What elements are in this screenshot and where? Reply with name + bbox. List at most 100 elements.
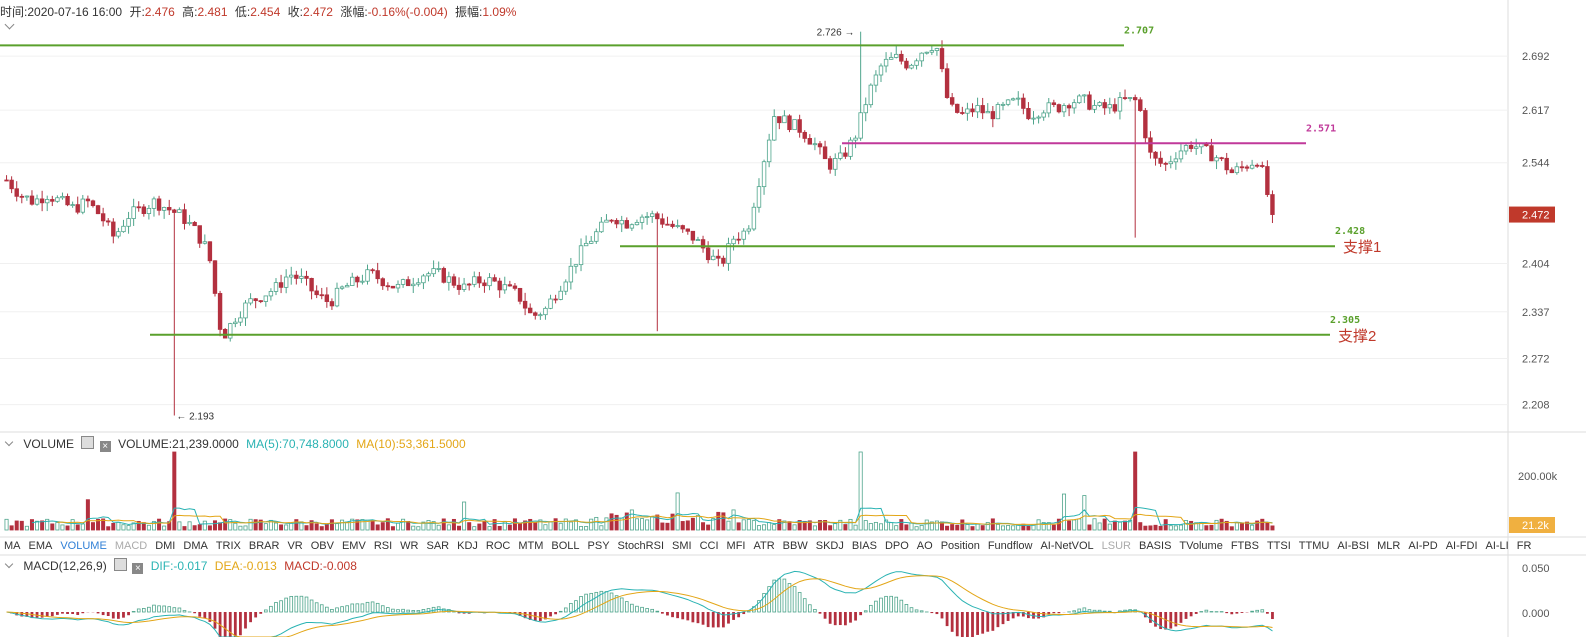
indicator-tab-volume[interactable]: VOLUME (60, 540, 107, 552)
indicator-tab-basis[interactable]: BASIS (1139, 540, 1172, 552)
indicator-tab-atr[interactable]: ATR (753, 540, 775, 552)
volume-bar (411, 525, 416, 531)
volume-bar (314, 523, 319, 531)
indicator-tab-ao[interactable]: AO (916, 540, 933, 552)
candle-body (583, 242, 589, 247)
candle-body (4, 179, 9, 182)
candle-body (60, 196, 65, 199)
candle-body (156, 198, 162, 211)
indicator-tab-tvolume[interactable]: TVolume (1179, 540, 1223, 552)
indicator-tab-roc[interactable]: ROC (485, 540, 511, 552)
indicator-tab-stochrsi[interactable]: StochRSI (617, 540, 665, 552)
indicator-tab-ai-li[interactable]: AI-LI (1485, 540, 1509, 552)
indicator-tab-bbw[interactable]: BBW (782, 540, 808, 552)
macd-bar (396, 609, 400, 613)
indicator-tab-fundflow[interactable]: Fundflow (987, 540, 1033, 552)
indicator-tab-position[interactable]: Position (940, 540, 980, 552)
volume-bar (136, 521, 141, 531)
indicator-tab-boll[interactable]: BOLL (551, 540, 580, 552)
indicator-tab-sar[interactable]: SAR (426, 540, 450, 552)
indicator-tab-mtm[interactable]: MTM (518, 540, 544, 552)
macd-bar (1204, 609, 1209, 613)
indicator-tab-dmi[interactable]: DMI (155, 540, 176, 552)
volume-bar (802, 520, 807, 531)
indicator-tab-wr[interactable]: WR (400, 540, 419, 552)
volume-bar (665, 522, 670, 531)
volume-close-icon[interactable]: × (99, 441, 111, 452)
indicator-tab-vr[interactable]: VR (287, 540, 303, 552)
candle-body (136, 206, 141, 209)
candle-body (553, 298, 558, 301)
volume-bar (670, 513, 675, 531)
candle-body (370, 269, 375, 272)
macd-bar (1154, 612, 1157, 627)
indicator-tab-skdj[interactable]: SKDJ (815, 540, 844, 552)
indicator-tab-kdj[interactable]: KDJ (457, 540, 478, 552)
volume-bar (950, 524, 955, 531)
candle-body (746, 228, 752, 232)
indicator-tab-ttsi[interactable]: TTSI (1266, 540, 1291, 552)
macd-bar (554, 612, 558, 615)
candle-body (1153, 151, 1158, 159)
indicator-tab-ftbs[interactable]: FTBS (1230, 540, 1259, 552)
volume-collapse-icon[interactable] (4, 437, 14, 447)
macd-bar (370, 601, 375, 613)
macd-collapse-icon[interactable] (4, 559, 14, 569)
indicator-tab-mfi[interactable]: MFI (726, 540, 746, 552)
volume-bar (767, 522, 772, 531)
indicator-tab-ema[interactable]: EMA (28, 540, 53, 552)
indicator-tab-smi[interactable]: SMI (672, 540, 692, 552)
candle-body (141, 206, 147, 214)
macd-bar (1021, 612, 1025, 617)
candle-body (375, 270, 380, 280)
indicator-tab-brar[interactable]: BRAR (248, 540, 280, 552)
indicator-tab-dma[interactable]: DMA (183, 540, 208, 552)
indicator-tab-dpo[interactable]: DPO (884, 540, 909, 552)
macd-bar (945, 612, 949, 627)
indicator-tab-trix[interactable]: TRIX (215, 540, 241, 552)
indicator-tab-mlr[interactable]: MLR (1377, 540, 1401, 552)
indicator-tab-bias[interactable]: BIAS (851, 540, 877, 552)
indicator-tab-ttmu[interactable]: TTMU (1298, 540, 1330, 552)
indicator-tab-ai-bsi[interactable]: AI-BSI (1337, 540, 1370, 552)
macd-bar (335, 607, 339, 613)
indicator-tab-emv[interactable]: EMV (341, 540, 366, 552)
candle-body (660, 218, 665, 225)
macd-bar (727, 612, 730, 624)
indicator-tab-psy[interactable]: PSY (587, 540, 610, 552)
volume-bar (1112, 520, 1117, 531)
indicator-tab-lsur[interactable]: LSUR (1101, 540, 1131, 552)
candle-body (70, 204, 75, 206)
macd-bar (279, 600, 283, 613)
volume-bar (817, 520, 822, 531)
indicator-tab-fr[interactable]: FR (1516, 540, 1532, 552)
volume-bar (863, 520, 868, 531)
macd-bar (106, 612, 110, 616)
indicator-tab-rsi[interactable]: RSI (373, 540, 393, 552)
volume-bar (421, 521, 426, 531)
indicator-tab-macd[interactable]: MACD (114, 540, 148, 552)
macd-bar (863, 610, 868, 613)
indicator-tab-ai-fdi[interactable]: AI-FDI (1445, 540, 1478, 552)
macd-close-icon[interactable]: × (132, 563, 144, 574)
candle-body (289, 274, 294, 278)
macd-bar (61, 612, 64, 614)
indicator-tab-ai-netvol[interactable]: AI-NetVOL (1040, 540, 1094, 552)
level-value: 2.305 (1330, 315, 1360, 326)
volume-tick-label: 200.00k (1518, 471, 1558, 483)
indicator-tab-obv[interactable]: OBV (310, 540, 334, 552)
candle-body (238, 317, 243, 323)
macd-settings-icon[interactable] (114, 558, 128, 571)
volume-bar (258, 519, 263, 531)
volume-bar (1214, 519, 1219, 531)
indicator-tab-cci[interactable]: CCI (699, 540, 719, 552)
indicator-tab-ma[interactable]: MA (4, 540, 21, 552)
candle-body (949, 97, 955, 105)
volume-settings-icon[interactable] (81, 436, 95, 449)
macd-bar (711, 612, 715, 628)
macd-tick-label: 0.050 (1522, 563, 1550, 575)
price-tick-label: 2.404 (1522, 259, 1550, 271)
low-value: 2.454 (250, 5, 281, 19)
indicator-tab-ai-pd[interactable]: AI-PD (1408, 540, 1438, 552)
